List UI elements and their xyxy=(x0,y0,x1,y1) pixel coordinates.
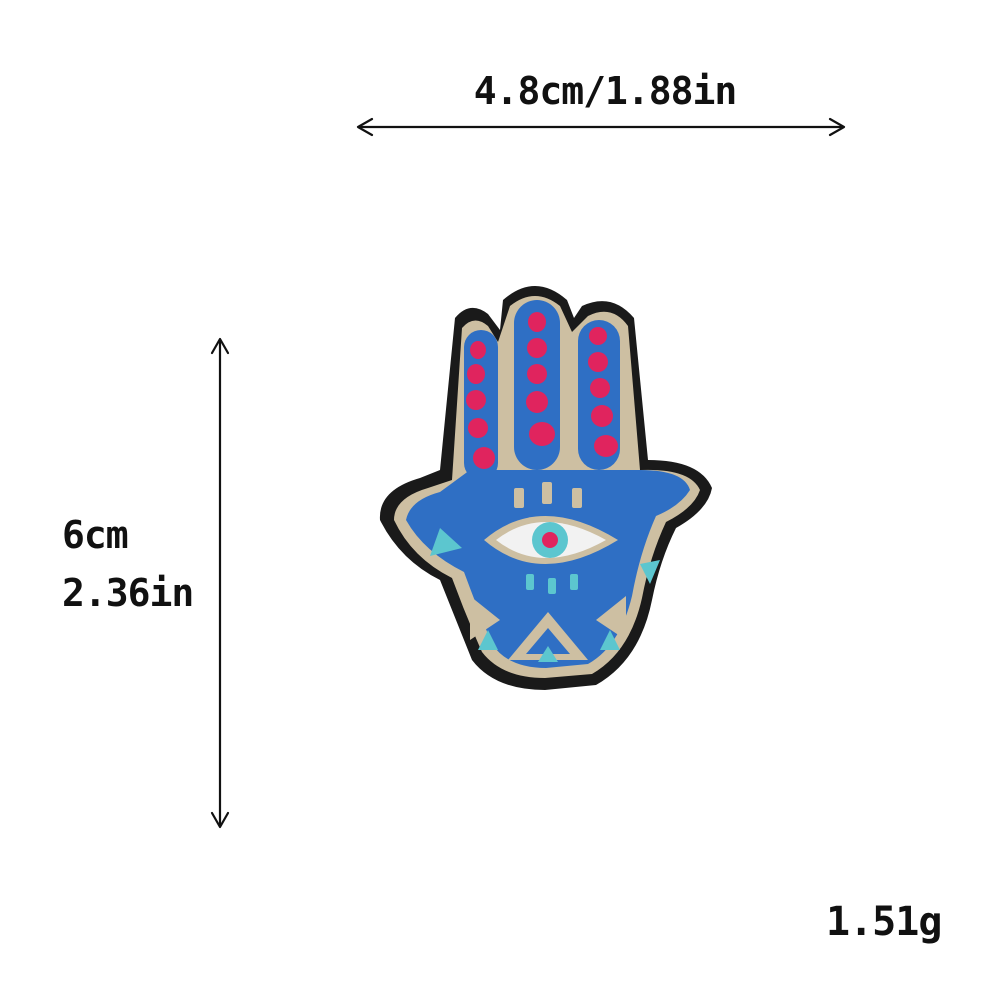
height-arrow xyxy=(210,337,230,829)
evil-eye xyxy=(484,516,618,564)
lower-lash-marks xyxy=(526,574,578,594)
width-dimension-label: 4.8cm/1.88in xyxy=(473,69,738,113)
width-arrow xyxy=(356,117,846,137)
palm-triangles xyxy=(430,528,660,662)
height-in-label: 2.36in xyxy=(62,571,194,615)
height-cm-label: 6cm xyxy=(62,513,129,557)
eyelash-marks xyxy=(514,482,582,508)
weight-label: 1.51g xyxy=(826,899,942,945)
finger-dots xyxy=(466,312,618,469)
